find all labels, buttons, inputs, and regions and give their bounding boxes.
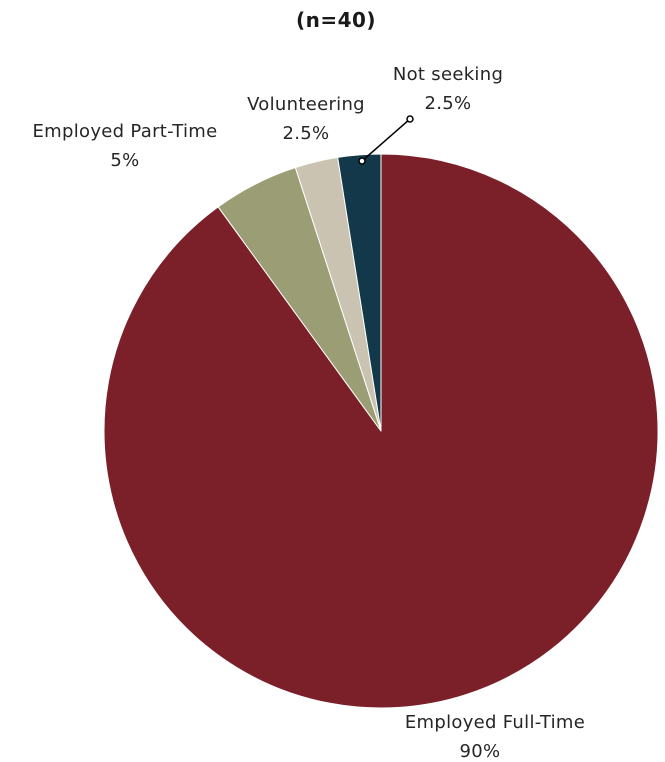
label-volunteering: Volunteering xyxy=(247,94,365,115)
value-volunteering: 2.5% xyxy=(283,123,330,144)
label-employed-part-time: Employed Part-Time xyxy=(32,121,217,142)
label-not-seeking: Not seeking xyxy=(393,64,503,85)
value-employed-full-time: 90% xyxy=(460,741,501,762)
value-not-seeking: 2.5% xyxy=(425,93,472,114)
chart-subtitle: (n=40) xyxy=(296,8,376,32)
value-employed-part-time: 5% xyxy=(110,150,139,171)
pie-slice-not-seeking xyxy=(337,153,382,432)
label-employed-full-time: Employed Full-Time xyxy=(405,712,585,733)
pie-slices xyxy=(103,153,659,709)
not-seeking-leader-line xyxy=(358,115,414,165)
